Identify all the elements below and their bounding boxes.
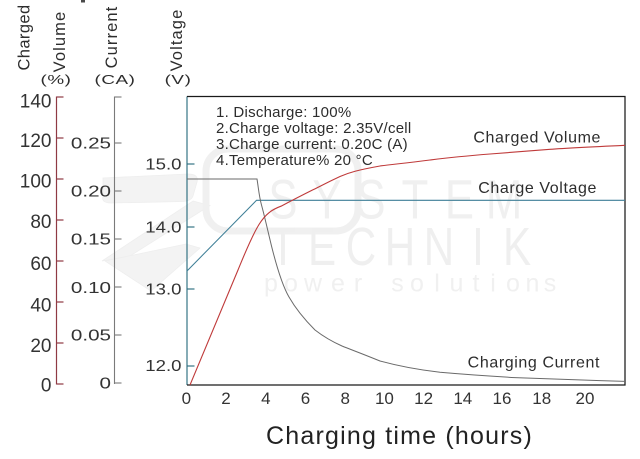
svg-text:20: 20	[576, 389, 595, 408]
svg-text:I: I	[472, 217, 484, 277]
svg-text:i: i	[490, 270, 496, 298]
svg-text:13.0: 13.0	[145, 281, 181, 298]
svg-text:Charging Current: Charging Current	[468, 355, 600, 372]
svg-text:s: s	[544, 270, 557, 298]
svg-text:6: 6	[301, 389, 310, 408]
svg-text:E: E	[308, 217, 336, 277]
svg-text:4: 4	[261, 389, 270, 408]
svg-text:4.Temperature% 20 °C: 4.Temperature% 20 °C	[216, 152, 373, 169]
svg-text:Charge Voltage: Charge Voltage	[478, 180, 597, 197]
svg-text:Current: Current	[103, 6, 121, 69]
svg-text:140: 140	[20, 92, 52, 113]
svg-text:S: S	[356, 168, 385, 230]
svg-text:(CA): (CA)	[94, 73, 135, 87]
svg-text:Y: Y	[312, 168, 341, 230]
svg-text:Charged: Charged	[16, 4, 34, 70]
svg-text:20: 20	[30, 336, 51, 357]
svg-text:Charged Volume: Charged Volume	[473, 130, 601, 147]
svg-text:M: M	[486, 168, 522, 230]
svg-text:10: 10	[375, 389, 394, 408]
svg-text:0.15: 0.15	[71, 230, 111, 248]
svg-text:E: E	[445, 168, 474, 230]
svg-text:15.0: 15.0	[145, 156, 181, 173]
svg-text:p: p	[264, 270, 278, 298]
svg-text:0: 0	[182, 389, 191, 408]
svg-text:8: 8	[340, 389, 349, 408]
svg-text:40: 40	[30, 296, 51, 317]
svg-text:C: C	[346, 217, 376, 277]
svg-text:2.Charge voltage: 2.35V/cell: 2.Charge voltage: 2.35V/cell	[216, 120, 411, 137]
svg-text:N: N	[424, 217, 454, 277]
svg-text:2: 2	[221, 389, 230, 408]
svg-text:Volume: Volume	[51, 11, 69, 73]
svg-text:Voltage: Voltage	[168, 9, 186, 72]
svg-text:T: T	[402, 168, 429, 230]
svg-text:n: n	[526, 270, 540, 298]
svg-text:t: t	[473, 270, 480, 298]
svg-text:80: 80	[30, 212, 51, 233]
svg-text:l: l	[434, 270, 440, 298]
svg-text:16: 16	[493, 389, 512, 408]
svg-text:(%): (%)	[40, 73, 71, 87]
svg-text:1. Discharge: 100%: 1. Discharge: 100%	[216, 104, 351, 121]
svg-text:o: o	[284, 270, 298, 298]
svg-text:(V): (V)	[165, 73, 192, 87]
svg-text:w: w	[303, 270, 323, 298]
svg-text:r: r	[354, 270, 362, 298]
svg-text:14: 14	[453, 389, 472, 408]
svg-text:0.05: 0.05	[71, 326, 111, 344]
svg-text:e: e	[331, 270, 345, 298]
svg-text:0.25: 0.25	[71, 134, 111, 152]
svg-text:K: K	[503, 217, 531, 277]
svg-text:120: 120	[20, 131, 52, 152]
svg-text:u: u	[450, 270, 464, 298]
svg-text:60: 60	[30, 254, 51, 275]
svg-text:0: 0	[41, 376, 52, 397]
svg-text:o: o	[506, 270, 520, 298]
svg-text:12.0: 12.0	[145, 357, 181, 374]
svg-text:o: o	[410, 270, 424, 298]
svg-text:0.20: 0.20	[71, 182, 111, 200]
svg-text:Charging time (hours): Charging time (hours)	[266, 422, 533, 450]
svg-text:14.0: 14.0	[145, 219, 181, 236]
svg-text:100: 100	[20, 172, 52, 193]
svg-text:3.Charge current: 0.20C (A): 3.Charge current: 0.20C (A)	[216, 136, 408, 153]
svg-text:0: 0	[100, 374, 111, 392]
svg-text:T: T	[270, 217, 296, 277]
svg-text:H: H	[385, 217, 415, 277]
svg-text:0.10: 0.10	[71, 278, 111, 296]
svg-text:12: 12	[414, 389, 433, 408]
svg-text:18: 18	[532, 389, 551, 408]
svg-text:s: s	[391, 270, 404, 298]
